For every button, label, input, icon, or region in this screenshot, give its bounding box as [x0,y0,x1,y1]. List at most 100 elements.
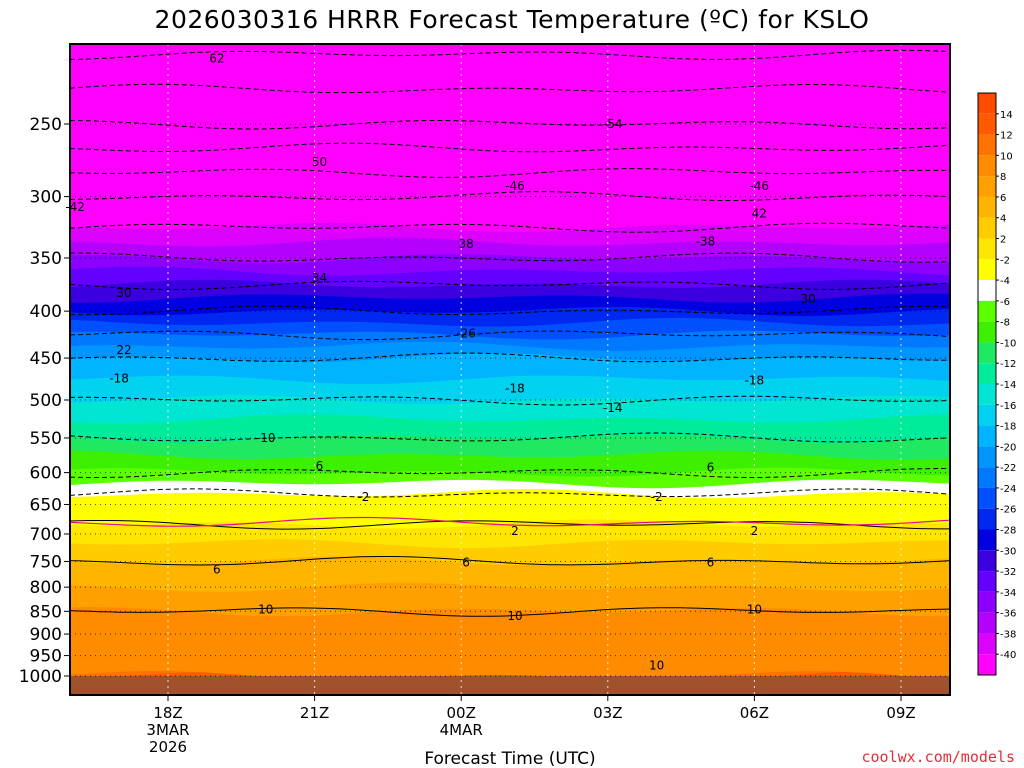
grid-lines [70,44,950,695]
colorbar-label: 4 [1000,214,1006,225]
contour--10 [70,432,950,443]
x-tick-label: 21Z [300,704,329,722]
contour-label: 38 [458,237,473,251]
y-tick-label: 300 [30,188,62,208]
contour-label: 6 [316,459,324,473]
contour-label: -18 [745,373,765,387]
contour-label: -2 [357,490,369,504]
colorbar-label: -12 [1000,359,1016,370]
band--40 [70,44,950,232]
colorbar-swatch [978,446,996,468]
contour--14 [70,395,950,406]
colorbar-swatch [978,425,996,447]
colorbar-label: -28 [1000,526,1016,537]
contour-label: -2 [651,490,663,504]
colorbar-swatch [978,280,996,301]
colorbar-label: 12 [1000,131,1013,142]
colorbar-swatch [978,259,996,281]
colorbar-swatch [978,134,996,156]
colorbar-label: 14 [1000,110,1013,121]
y-tick-label: 850 [30,602,62,622]
colorbar-label: -20 [1000,442,1016,453]
colorbar-label: -4 [1000,276,1010,287]
colorbar-label: -6 [1000,297,1010,308]
contour-label: 6 [213,562,221,576]
contour-6 [70,556,950,566]
contour--2 [70,488,950,498]
y-tick-label: 450 [30,349,62,369]
colorbar-label: 2 [1000,235,1006,246]
contour-label: 6 [462,556,470,570]
y-tick-label: 550 [30,429,62,449]
x-tick-label: 06Z [740,704,769,722]
credit-text: coolwx.com/models [861,748,1015,766]
contour-label: 6 [707,460,715,474]
contour-label: -18 [109,372,129,386]
contour-label: -26 [456,326,476,340]
colorbar-label: -38 [1000,629,1016,640]
y-tick-label: 650 [30,495,62,515]
x-tick-label: 4MAR [440,721,483,739]
contour-2 [70,520,950,530]
colorbar-label: -2 [1000,255,1010,266]
colorbar-swatch [978,300,996,322]
colorbar-swatch [978,321,996,343]
contour-label: 42 [752,206,767,220]
contour-label: 50 [312,155,327,169]
colorbar-label: -32 [1000,567,1016,578]
contour-label: -14 [603,401,623,415]
contour--38 [70,222,950,233]
contour-label: -10 [256,431,276,445]
y-tick-label: 950 [30,647,62,667]
contour--42 [70,191,950,201]
contour-label: 10 [747,602,762,616]
y-tick-label: 1000 [19,667,62,687]
contour-label: 22 [116,343,131,357]
y-tick-label: 800 [30,578,62,598]
colorbar-swatch [978,196,996,218]
contour--50 [70,142,950,153]
colorbar-swatch [978,591,996,613]
ground-fill [70,676,950,695]
colorbar-label: -24 [1000,484,1016,495]
colorbar-swatch-top [978,93,996,114]
y-axis-pressure: 250 300 350 400 450 500 550 600 650 700 750 800 850 9… [19,115,70,687]
contour--26 [70,305,950,316]
x-tick-label: 2026 [149,738,187,756]
colorbar-swatch [978,612,996,634]
colorbar-label: -8 [1000,318,1010,329]
x-tick-label: 3MAR [146,721,189,739]
colorbar-label: 8 [1000,172,1006,183]
colorbar-swatch [978,529,996,551]
contour--22 [70,330,950,341]
colorbar-swatch [978,467,996,488]
contour-label: 30 [801,292,816,306]
y-tick-label: 700 [30,525,62,545]
ground-layer [70,676,950,695]
chart-title: 2026030316 HRRR Forecast Temperature (ºC… [155,5,870,34]
colorbar-swatch [978,404,996,426]
x-tick-label: 03Z [593,704,622,722]
colorbar-label: -16 [1000,401,1016,412]
temperature-bands [70,44,950,695]
contour--30 [70,280,950,290]
contour--58 [70,83,950,94]
freezing-line [70,516,950,527]
plot-frame [69,43,951,696]
colorbar-swatch [978,633,996,655]
y-tick-label: 750 [30,552,62,572]
contour--6 [70,467,950,478]
colorbar-swatch [978,384,996,405]
colorbar-swatch [978,654,996,675]
colorbar-label: 6 [1000,193,1006,204]
colorbar-swatch [978,176,996,197]
colorbar-swatch [978,217,996,239]
contour-label: 6 [707,556,715,570]
y-tick-label: 600 [30,464,62,484]
contour-label: 34 [312,271,327,285]
x-tick-label: 09Z [886,704,915,722]
contour-label: -46 [505,179,525,193]
